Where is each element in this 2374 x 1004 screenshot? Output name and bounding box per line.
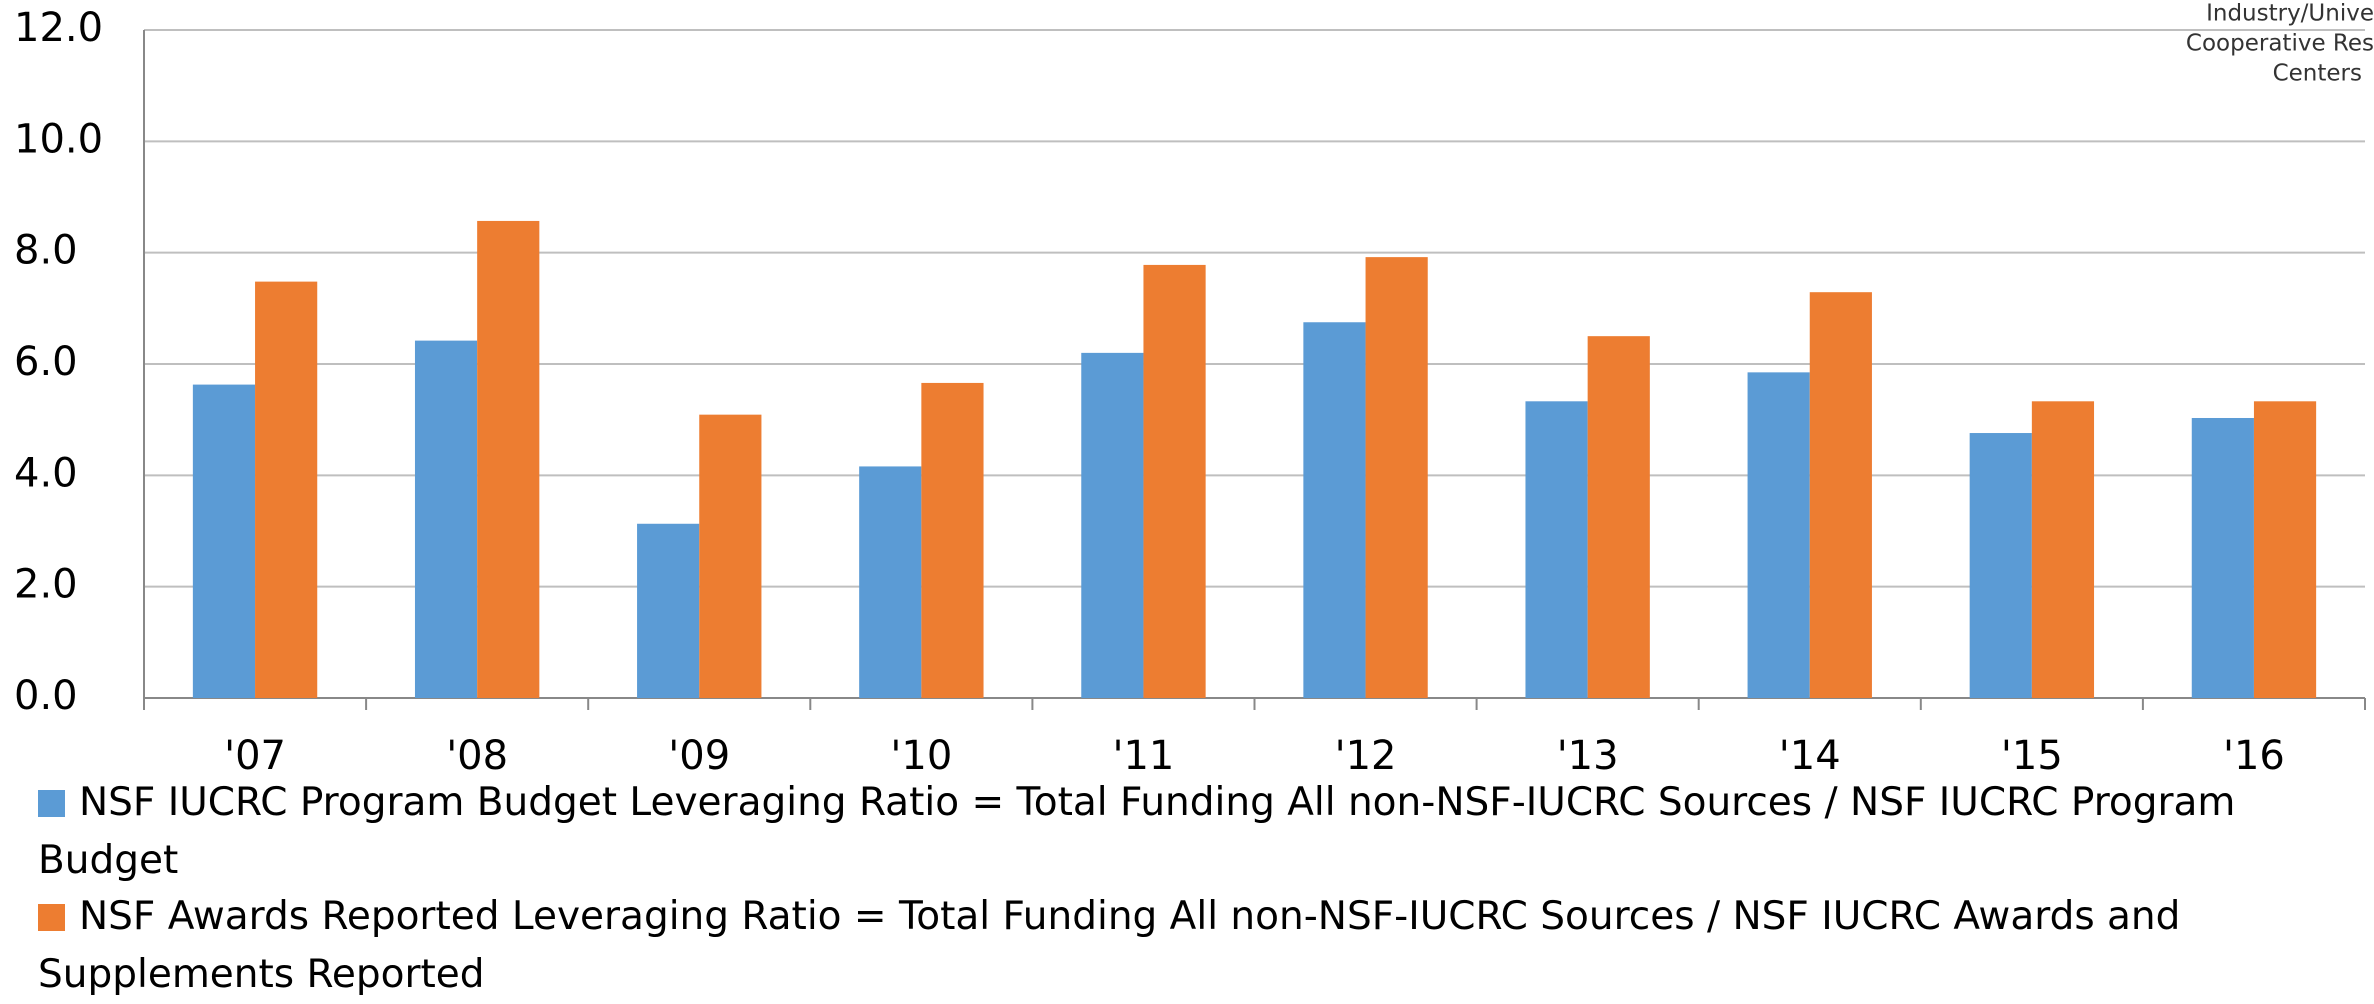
bar [1969, 433, 2032, 698]
bar [1747, 372, 1810, 698]
bar [1525, 401, 1588, 698]
bar [637, 523, 700, 698]
x-tick-label: '13 [1557, 733, 1619, 779]
bar [921, 382, 984, 698]
x-tick-label: '14 [1779, 733, 1841, 779]
y-tick-label: 12.0 [14, 5, 103, 51]
bar [1081, 352, 1144, 698]
x-tick-label: '12 [1335, 733, 1397, 779]
bar [1143, 264, 1206, 698]
bar [414, 340, 478, 698]
x-tick-label: '08 [446, 733, 508, 779]
x-tick-label: '15 [2001, 733, 2063, 779]
y-tick-label: 6.0 [14, 339, 78, 385]
y-tick-label: 2.0 [14, 562, 78, 608]
x-tick-label: '10 [890, 733, 952, 779]
x-tick-label: '07 [224, 733, 286, 779]
x-tick-label: '16 [2223, 733, 2285, 779]
annotation: Industry/Unive [2206, 1, 2374, 27]
legend-label: NSF Awards Reported Leveraging Ratio = T… [38, 894, 2181, 997]
y-tick-label: 4.0 [14, 450, 78, 496]
legend-swatch [38, 790, 65, 817]
bar [1365, 257, 1428, 698]
y-tick-label: 8.0 [14, 228, 78, 274]
annotation: Centers [2273, 61, 2362, 87]
legend-item: NSF IUCRC Program Budget Leveraging Rati… [38, 774, 2374, 890]
bar [1587, 336, 1650, 698]
bar [1809, 292, 1872, 698]
bar [192, 384, 256, 698]
legend-swatch [38, 904, 65, 931]
bar [1303, 322, 1366, 698]
bar [2191, 417, 2254, 698]
legend-item: NSF Awards Reported Leveraging Ratio = T… [38, 888, 2238, 1004]
bar [2253, 401, 2317, 698]
x-tick-label: '11 [1112, 733, 1174, 779]
y-tick-label: 0.0 [14, 673, 78, 719]
bar [2031, 401, 2095, 698]
bar [477, 220, 540, 699]
bar [255, 281, 318, 698]
y-tick-label: 10.0 [14, 116, 103, 162]
bar [859, 466, 922, 698]
annotation: Cooperative Res [2186, 31, 2374, 57]
x-tick-label: '09 [668, 733, 730, 779]
bar [699, 414, 762, 698]
legend-label: NSF IUCRC Program Budget Leveraging Rati… [38, 780, 2236, 883]
